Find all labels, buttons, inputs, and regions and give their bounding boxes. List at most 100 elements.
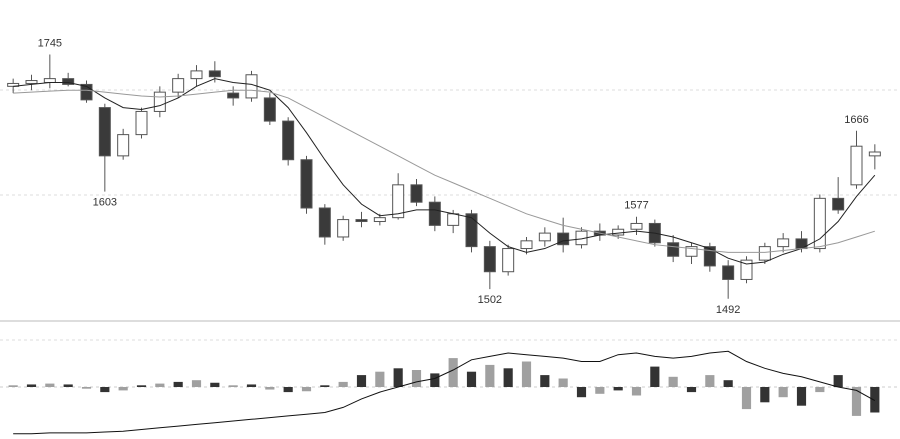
candle-body xyxy=(630,222,643,230)
candle-body xyxy=(758,246,771,261)
indicator-bar xyxy=(430,373,440,387)
candle-body xyxy=(263,97,276,122)
candle-body xyxy=(43,78,56,83)
candle-body xyxy=(685,246,698,257)
indicator-bar xyxy=(631,387,642,396)
indicator-bar xyxy=(503,368,513,387)
candle-body xyxy=(667,242,680,257)
candle-body xyxy=(465,213,478,248)
indicator-bar xyxy=(576,387,587,398)
indicator-bar xyxy=(63,384,73,387)
candle-body xyxy=(410,184,423,203)
candle-body xyxy=(62,78,75,85)
indicator-bar xyxy=(705,375,715,387)
indicator-bar xyxy=(136,385,147,387)
candle-body xyxy=(172,78,185,93)
indicator-bar xyxy=(485,364,495,387)
candle-body xyxy=(373,217,386,223)
candle-body xyxy=(850,145,863,186)
candle-body xyxy=(318,207,331,238)
indicator-bar xyxy=(796,387,807,406)
price-label: 1502 xyxy=(478,294,502,306)
price-label: 1745 xyxy=(38,37,62,49)
indicator-bar xyxy=(265,387,275,390)
candle-body xyxy=(868,151,881,157)
indicator-bar xyxy=(26,384,37,387)
indicator-bar xyxy=(283,387,293,393)
indicator-bar xyxy=(191,380,202,387)
indicator-bar xyxy=(833,375,843,387)
candle-body xyxy=(795,238,808,250)
indicator-bar xyxy=(8,385,18,387)
indicator-bar xyxy=(118,387,128,391)
price-label: 1603 xyxy=(93,197,117,209)
indicator-bar xyxy=(210,382,220,387)
indicator-bar xyxy=(228,385,238,387)
indicator-bar xyxy=(45,383,55,387)
candle-body xyxy=(832,197,845,211)
indicator-bar xyxy=(100,387,110,393)
candle-body xyxy=(190,70,203,80)
candle-body xyxy=(337,219,350,238)
candle-body xyxy=(538,232,551,242)
candle-body xyxy=(153,91,166,112)
indicator-bar xyxy=(870,387,880,413)
indicator-bar xyxy=(760,387,770,403)
candle-body xyxy=(740,259,753,280)
indicator-bar xyxy=(301,387,312,392)
indicator-bar xyxy=(558,378,568,387)
moving-average xyxy=(13,78,876,265)
candle-body xyxy=(612,228,625,236)
indicator-bar xyxy=(650,366,660,387)
candle-body xyxy=(25,80,38,84)
indicator-line xyxy=(13,350,876,435)
candle-body xyxy=(483,246,496,273)
indicator-bar xyxy=(375,371,385,387)
candle-body xyxy=(282,120,295,161)
indicator-bar xyxy=(741,387,752,410)
candle-body xyxy=(117,134,130,157)
indicator-bar xyxy=(448,358,458,387)
candle-body xyxy=(98,107,111,157)
indicator-bar xyxy=(393,368,403,387)
candle-body xyxy=(355,219,368,223)
indicator-bar xyxy=(320,385,330,387)
candle-body xyxy=(777,238,790,248)
price-label: 1666 xyxy=(844,114,868,126)
indicator-bar xyxy=(246,384,257,387)
candle-body xyxy=(428,201,441,226)
indicator-bar xyxy=(686,387,697,393)
candle-body xyxy=(557,232,570,246)
indicator-bar xyxy=(778,387,788,398)
indicator-bar xyxy=(338,381,348,387)
indicator-bar xyxy=(356,375,367,387)
candle-body xyxy=(520,240,533,250)
candle-body xyxy=(80,83,93,101)
candle-body xyxy=(502,248,515,273)
candle-body xyxy=(300,159,313,209)
candle-body xyxy=(208,70,221,78)
indicator-bar xyxy=(81,387,92,389)
indicator-bar xyxy=(668,376,678,387)
indicator-bar xyxy=(613,387,623,391)
candle-body xyxy=(227,92,240,99)
indicator-bar xyxy=(540,375,550,387)
indicator-bar xyxy=(723,380,733,387)
indicator-bar xyxy=(466,371,477,387)
candle-body xyxy=(392,184,405,219)
indicator-bar xyxy=(815,387,825,393)
indicator-bar xyxy=(595,387,605,394)
candle-body xyxy=(703,246,716,267)
candle-body xyxy=(722,265,735,280)
candle-body xyxy=(447,213,460,226)
indicator-bar xyxy=(411,370,422,387)
indicator-bar xyxy=(155,383,165,387)
candle-body xyxy=(813,197,826,250)
candle-body xyxy=(7,82,20,87)
indicator-bar xyxy=(521,361,532,387)
candle-body xyxy=(245,74,258,99)
price-label: 1577 xyxy=(624,200,648,212)
indicator-bar xyxy=(851,387,862,416)
